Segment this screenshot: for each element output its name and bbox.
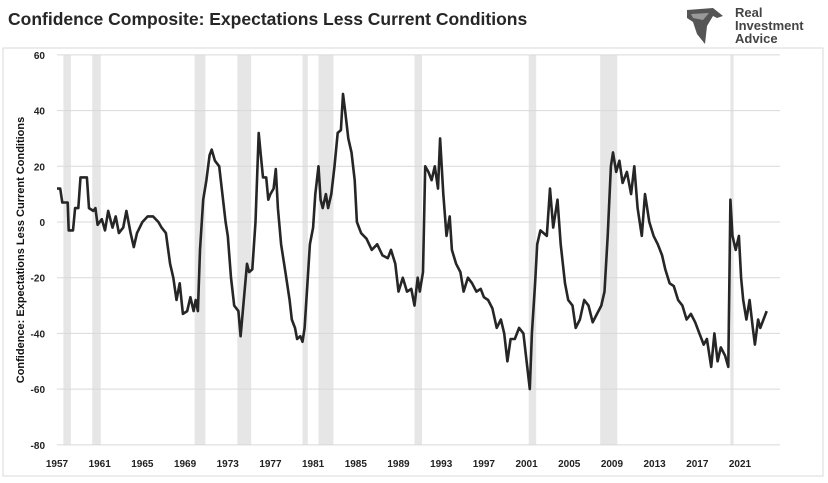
series-line xyxy=(57,92,768,391)
logo: Real Investment Advice xyxy=(683,4,823,48)
y-tick-label: -40 xyxy=(31,329,46,340)
y-tick-label: -20 xyxy=(31,274,46,285)
x-tick-label: 1981 xyxy=(302,459,325,470)
y-tick-label: -60 xyxy=(31,385,46,396)
x-tick-label: 1997 xyxy=(473,459,496,470)
x-tick-label: 2009 xyxy=(601,459,624,470)
recession-band xyxy=(528,55,537,445)
y-tick-label: -80 xyxy=(31,441,46,452)
x-tick-label: 1977 xyxy=(259,459,282,470)
x-tick-label: 2005 xyxy=(558,459,581,470)
x-tick-label: 1993 xyxy=(430,459,453,470)
recession-band xyxy=(414,55,422,445)
recession-band xyxy=(318,55,334,445)
eagle-icon xyxy=(687,8,723,44)
x-tick-label: 2001 xyxy=(515,459,538,470)
recession-band xyxy=(92,55,101,445)
logo-line: Investment xyxy=(735,18,804,33)
logo-text: Real Investment Advice xyxy=(735,6,804,45)
logo-line: Real xyxy=(735,5,763,20)
x-tick-label: 1989 xyxy=(387,459,410,470)
x-tick-label: 2017 xyxy=(686,459,709,470)
chart-frame xyxy=(2,47,824,477)
recession-band xyxy=(730,55,734,445)
x-tick-label: 2013 xyxy=(644,459,667,470)
x-tick-label: 1969 xyxy=(174,459,197,470)
recession-band xyxy=(600,55,618,445)
y-tick-label: 40 xyxy=(34,107,46,118)
recession-band xyxy=(63,55,71,445)
y-tick-label: 20 xyxy=(34,162,46,173)
logo-line: Advice xyxy=(735,31,778,46)
x-tick-label: 2021 xyxy=(729,459,752,470)
x-tick-label: 1973 xyxy=(217,459,240,470)
x-tick-label: 1961 xyxy=(89,459,112,470)
recession-band xyxy=(237,55,252,445)
x-tick-label: 1957 xyxy=(46,459,69,470)
y-tick-label: 0 xyxy=(39,218,45,229)
x-tick-label: 1965 xyxy=(131,459,154,470)
y-tick-label: 60 xyxy=(34,51,46,62)
chart-title: Confidence Composite: Expectations Less … xyxy=(8,9,528,29)
recession-band xyxy=(302,55,308,445)
x-tick-label: 1985 xyxy=(345,459,368,470)
y-axis-label: Confidence: Expectations Less Current Co… xyxy=(15,117,27,383)
